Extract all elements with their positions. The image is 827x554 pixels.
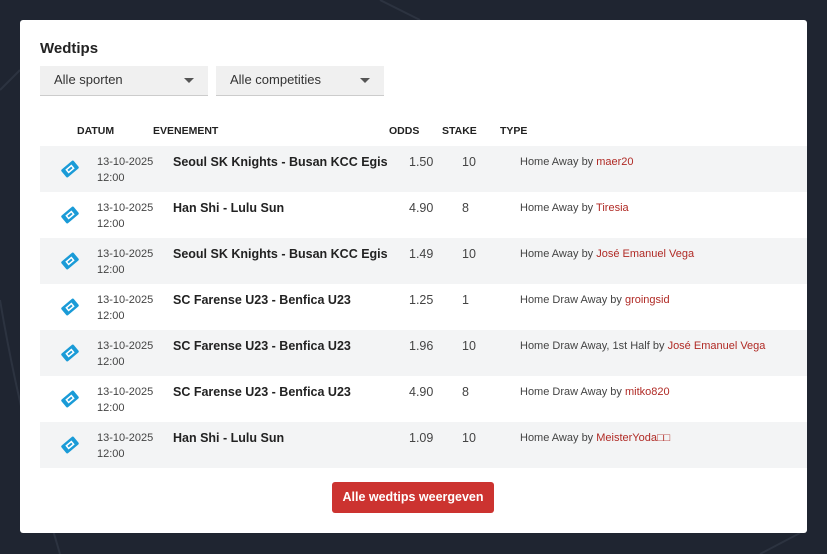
time: 12:00 (97, 402, 125, 414)
bet-type: Home Away by José Emanuel Vega (520, 248, 694, 260)
ticket-icon (60, 298, 80, 319)
ticket-icon (60, 206, 80, 227)
time: 12:00 (97, 448, 125, 460)
user-link[interactable]: maer20 (596, 156, 634, 168)
by-label: by (581, 432, 594, 444)
show-all-button[interactable]: Alle wedtips weergeven (332, 482, 494, 513)
ticket-icon (60, 436, 80, 457)
table-row: 13-10-2025 12:00 SC Farense U23 - Benfica … (40, 284, 807, 330)
date: 13-10-2025 (97, 156, 154, 168)
by-label: by (581, 156, 594, 168)
card: Wedtips Alle sporten Alle competities DA… (20, 20, 807, 533)
user-link[interactable]: José Emanuel Vega (596, 248, 695, 260)
odds: 1.49 (409, 247, 434, 261)
time: 12:00 (97, 218, 125, 230)
stake: 8 (462, 385, 469, 399)
sport-filter[interactable]: Alle sporten (40, 66, 208, 96)
by-label: by (610, 294, 622, 306)
bet-type: Home Away by MeisterYoda□□ (520, 432, 670, 444)
user-link[interactable]: Tiresia (596, 202, 629, 214)
by-label: by (652, 340, 665, 352)
stake: 10 (462, 155, 476, 169)
bet-type: Home Draw Away by mitko820 (520, 386, 670, 398)
type-text: Home Draw Away (520, 294, 608, 306)
user-link[interactable]: mitko820 (624, 386, 670, 398)
odds: 1.09 (409, 431, 434, 445)
stake: 10 (462, 431, 476, 445)
competition-filter[interactable]: Alle competities (216, 66, 384, 96)
bet-type: Home Away by Tiresia (520, 202, 629, 214)
time: 12:00 (97, 356, 125, 368)
odds: 1.50 (409, 155, 434, 169)
time: 12:00 (97, 172, 125, 184)
type-text: Home Draw Away (520, 386, 608, 398)
table-row: 13-10-2025 12:00 SC Farense U23 - Benfica … (40, 376, 807, 422)
type-text: Home Away (520, 248, 579, 260)
column-header: EVENEMENT (153, 125, 219, 137)
bet-type: Home Away by maer20 (520, 156, 634, 168)
bet-type: Home Draw Away by groingsid (520, 294, 670, 306)
event: Han Shi - Lulu Sun (173, 201, 285, 215)
type-text: Home Away (520, 202, 579, 214)
event: SC Farense U23 - Benfica U23 (173, 293, 351, 307)
table-row: 13-10-2025 12:00 Han Shi - Lulu Sun 4.90 8 Ho… (40, 192, 807, 238)
column-header: TYPE (500, 125, 528, 137)
ticket-icon (60, 252, 80, 273)
time: 12:00 (97, 264, 125, 276)
type-text: Home Draw Away, 1st Half (520, 340, 650, 352)
column-header: ODDS (389, 125, 420, 137)
event: SC Farense U23 - Benfica U23 (173, 385, 351, 399)
date: 13-10-2025 (97, 432, 154, 444)
bet-type: Home Draw Away, 1st Half by José Emanuel… (520, 340, 765, 352)
ticket-icon (60, 390, 80, 411)
odds: 4.90 (409, 201, 434, 215)
odds: 4.90 (409, 385, 434, 399)
time: 12:00 (97, 310, 125, 322)
table-row: 13-10-2025 12:00 Seoul SK Knights - Busan … (40, 146, 807, 192)
column-header: DATUM (77, 125, 115, 137)
table-row: 13-10-2025 12:00 Seoul SK Knights - Busan … (40, 238, 807, 284)
type-text: Home Away (520, 156, 579, 168)
title: Wedtips (40, 40, 99, 57)
odds: 1.96 (409, 339, 434, 353)
event: Seoul SK Knights - Busan KCC Egis (173, 247, 388, 261)
event: Seoul SK Knights - Busan KCC Egis (173, 155, 388, 169)
user-link[interactable]: José Emanuel Vega (667, 340, 766, 352)
stake: 10 (462, 247, 476, 261)
table-row: 13-10-2025 12:00 SC Farense U23 - Benfica … (40, 330, 807, 376)
filter-label: Alle competities (230, 72, 322, 87)
date: 13-10-2025 (97, 294, 154, 306)
date: 13-10-2025 (97, 202, 154, 214)
column-header: STAKE (442, 125, 477, 137)
event: SC Farense U23 - Benfica U23 (173, 339, 351, 353)
event: Han Shi - Lulu Sun (173, 431, 285, 445)
stake: 8 (462, 201, 469, 215)
by-label: by (581, 248, 594, 260)
by-label: by (610, 386, 622, 398)
date: 13-10-2025 (97, 340, 154, 352)
ticket-icon (60, 344, 80, 365)
filter-label: Alle sporten (54, 72, 123, 87)
stake: 1 (462, 293, 469, 307)
type-text: Home Away (520, 432, 579, 444)
date: 13-10-2025 (97, 248, 154, 260)
table-row: 13-10-2025 12:00 Han Shi - Lulu Sun 1.09 10 H… (40, 422, 807, 468)
stake: 10 (462, 339, 476, 353)
odds: 1.25 (409, 293, 434, 307)
date: 13-10-2025 (97, 386, 154, 398)
ticket-icon (60, 160, 80, 181)
by-label: by (581, 202, 594, 214)
user-link[interactable]: MeisterYoda□□ (596, 432, 671, 444)
user-link[interactable]: groingsid (624, 294, 670, 306)
